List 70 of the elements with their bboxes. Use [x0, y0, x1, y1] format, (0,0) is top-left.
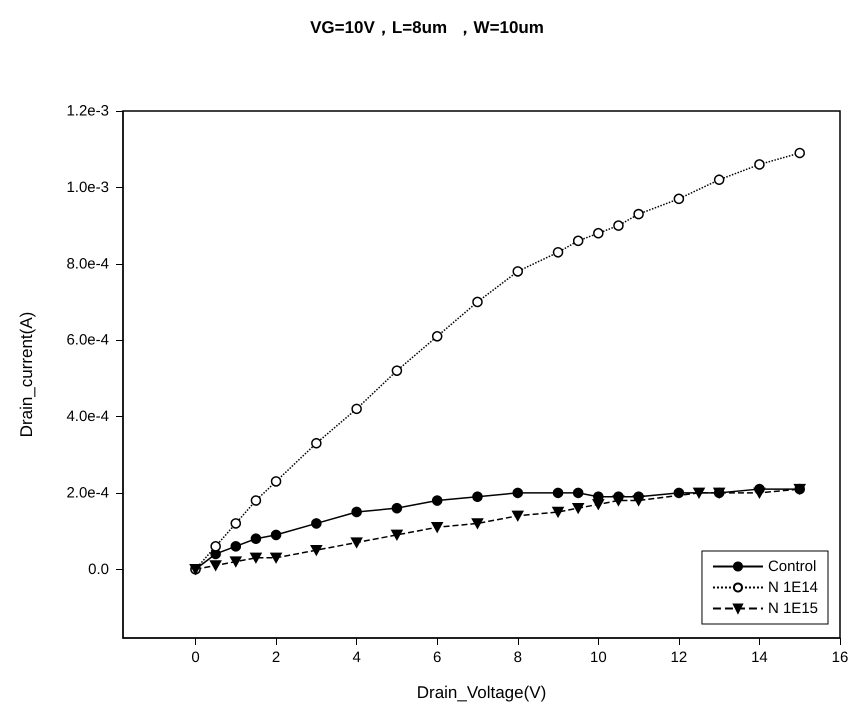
y-tick-label: 1.0e-3	[66, 178, 109, 196]
point	[432, 331, 442, 342]
point	[350, 537, 362, 548]
point	[311, 438, 322, 448]
point	[552, 506, 564, 518]
point	[674, 488, 684, 498]
point	[351, 404, 362, 414]
point	[210, 541, 221, 552]
point	[270, 476, 282, 487]
x-tick-label: 2	[272, 649, 280, 666]
y-tick-label: 6.0e-4	[66, 332, 109, 349]
legend-label: Control	[768, 558, 816, 575]
x-tick-label: 0	[191, 649, 200, 666]
point	[432, 495, 442, 506]
point	[431, 522, 443, 533]
point	[754, 159, 765, 170]
point	[230, 518, 242, 529]
y-tick-label: 0.0	[88, 560, 109, 578]
point	[250, 552, 262, 564]
point	[552, 247, 564, 258]
point	[472, 518, 484, 529]
x-tick-label: 10	[590, 649, 607, 666]
point	[794, 148, 805, 158]
point	[210, 560, 222, 571]
point	[612, 495, 624, 506]
point	[512, 488, 524, 498]
x-tick-label: 6	[433, 649, 442, 666]
point	[633, 208, 644, 220]
point	[552, 488, 564, 498]
point	[714, 174, 724, 185]
point	[472, 296, 483, 308]
point	[572, 236, 584, 246]
point	[512, 510, 524, 522]
point	[351, 506, 362, 518]
point	[693, 488, 705, 498]
point	[392, 365, 402, 376]
x-tick-label: 4	[352, 649, 361, 666]
point	[632, 495, 644, 506]
y-tick-label: 2.0e-4	[66, 484, 109, 502]
point	[512, 266, 524, 277]
x-tick-label: 12	[670, 649, 688, 666]
legend-label: N 1E14	[768, 579, 818, 596]
point	[613, 220, 624, 231]
point	[311, 518, 322, 529]
point	[572, 502, 584, 514]
x-tick-label: 14	[751, 649, 768, 666]
y-tick-label: 8.0e-4	[66, 255, 109, 272]
x-axis-title: Drain_Voltage(V)	[416, 683, 546, 702]
point	[270, 552, 282, 564]
point	[270, 530, 282, 540]
chart-title: VG=10V，L=8um ，W=10um	[310, 18, 544, 37]
point	[391, 530, 403, 540]
x-tick-label: 16	[832, 649, 848, 666]
point	[754, 488, 766, 498]
point	[310, 544, 322, 556]
point	[250, 495, 262, 506]
point	[472, 491, 483, 502]
y-tick-label: 4.0e-4	[66, 408, 109, 426]
point	[230, 556, 242, 567]
x-tick-label: 8	[514, 649, 522, 666]
y-tick-label: 1.2e-3	[66, 102, 109, 120]
point	[572, 488, 584, 498]
point	[674, 194, 684, 204]
point	[392, 502, 402, 514]
point	[592, 499, 604, 510]
point	[593, 228, 604, 238]
y-axis-title: Drain_current(A)	[17, 312, 36, 438]
point	[230, 541, 242, 552]
legend-label: N 1E15	[768, 600, 818, 617]
point	[250, 533, 262, 544]
